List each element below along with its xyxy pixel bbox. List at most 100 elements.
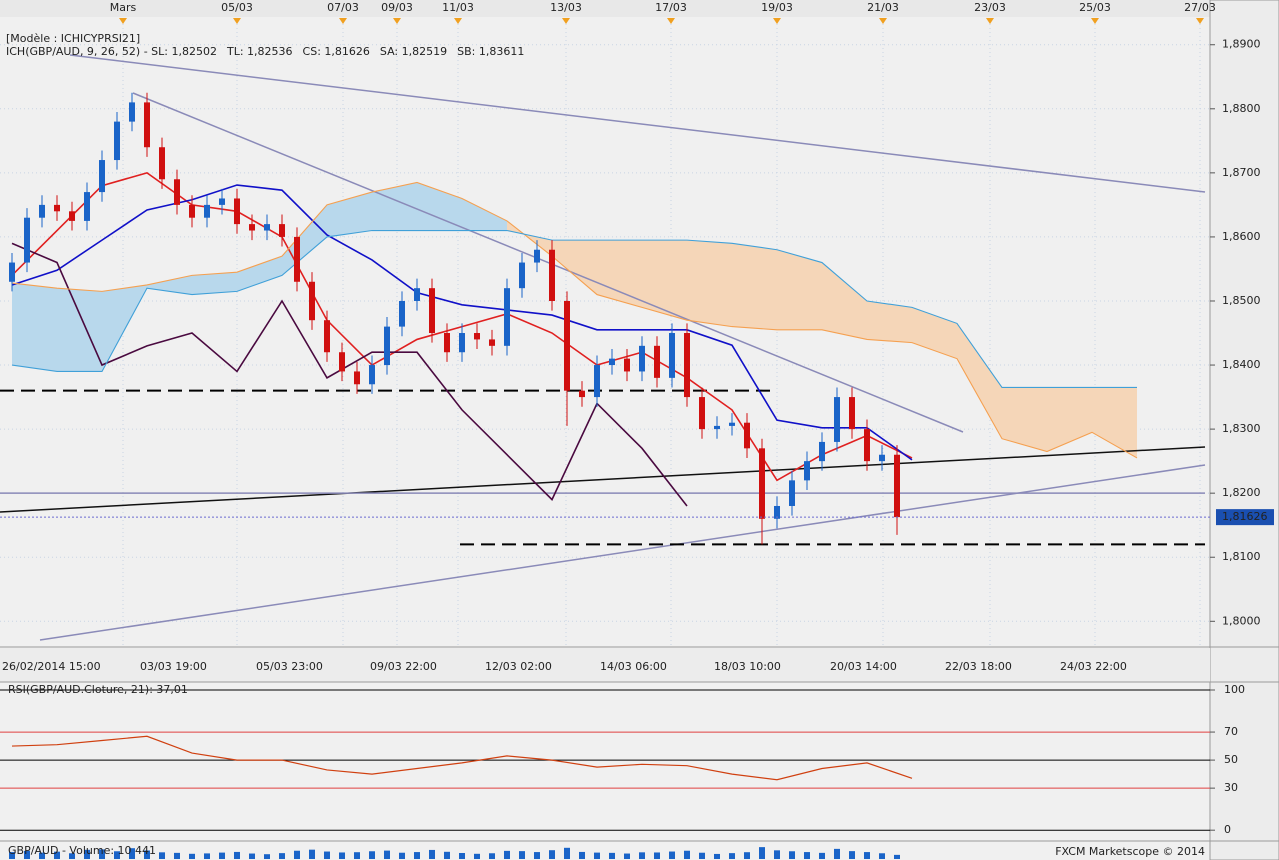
candle-body — [9, 262, 15, 282]
date-marker — [773, 18, 781, 24]
date-marker — [562, 18, 570, 24]
candle-body — [24, 217, 30, 263]
candle-body — [54, 204, 60, 212]
candle-body — [879, 454, 885, 462]
x-tick-label: 26/02/2014 15:00 — [2, 660, 101, 673]
candle-body — [549, 249, 555, 301]
volume-bar — [669, 851, 675, 859]
date-label: 27/03 — [1184, 1, 1216, 14]
candle-body — [684, 333, 690, 398]
volume-bar — [684, 850, 690, 859]
candle-body — [309, 281, 315, 321]
candle-body — [174, 179, 180, 205]
candle-body — [819, 441, 825, 462]
footer: FXCM Marketscope © 2014 — [1055, 845, 1205, 858]
rsi-line — [11, 735, 913, 781]
date-label: 25/03 — [1079, 1, 1111, 14]
trend-line — [39, 464, 1206, 641]
volume-bar — [789, 851, 795, 859]
date-label: 07/03 — [327, 1, 359, 14]
volume-bar — [549, 850, 555, 859]
last-price-label: 1,81626 — [1222, 510, 1268, 523]
candle-body — [654, 345, 660, 378]
date-marker — [667, 18, 675, 24]
candle-body — [249, 224, 255, 231]
x-tick-label: 12/03 02:00 — [485, 660, 552, 673]
y-tick-label: 1,8100 — [1222, 550, 1261, 563]
candle-body — [324, 320, 330, 353]
volume-bar — [174, 852, 180, 859]
candle-body — [789, 480, 795, 506]
candle-body — [864, 429, 870, 462]
candle-body — [369, 365, 375, 385]
trend-line — [69, 54, 1206, 193]
candle-body — [279, 224, 285, 237]
legend-item: ICH(GBP/AUD, 9, 26, 52) - SL: 1,82502 — [6, 45, 217, 58]
volume-bar — [819, 852, 825, 859]
y-tick-label: 30 — [1224, 781, 1238, 794]
candle-body — [564, 300, 570, 391]
candle-body — [339, 352, 345, 372]
trend-line — [0, 446, 1206, 513]
candle-body — [474, 333, 480, 340]
candle-body — [189, 204, 195, 218]
volume-bar — [564, 847, 570, 859]
cloud — [597, 240, 642, 308]
date-marker — [454, 18, 462, 24]
volume-bar — [639, 852, 645, 859]
cloud — [1092, 387, 1137, 458]
volume-bar — [309, 849, 315, 859]
indicator-line — [11, 229, 1137, 389]
candle-body — [579, 390, 585, 398]
cloud — [192, 272, 237, 295]
cloud — [732, 243, 777, 330]
volume-bar — [624, 853, 630, 859]
cloud — [957, 323, 1002, 439]
date-marker — [986, 18, 994, 24]
y-tick-label: 1,8500 — [1222, 294, 1261, 307]
candle-body — [264, 224, 270, 231]
date-label: 11/03 — [442, 1, 474, 14]
y-tick-label: 70 — [1224, 725, 1238, 738]
candle-body — [99, 160, 105, 193]
date-marker — [339, 18, 347, 24]
volume-bar — [834, 848, 840, 859]
volume-bar — [9, 852, 15, 859]
volume-bar — [774, 850, 780, 859]
volume-bar — [699, 852, 705, 859]
cloud — [12, 283, 57, 372]
volume-bar — [264, 854, 270, 859]
volume-bar — [69, 853, 75, 859]
candle-body — [519, 262, 525, 289]
cloud — [552, 240, 597, 295]
volume-bar — [294, 850, 300, 859]
volume-bar — [579, 851, 585, 859]
date-label: 19/03 — [761, 1, 793, 14]
date-marker — [119, 18, 127, 24]
x-tick-label: 22/03 18:00 — [945, 660, 1012, 673]
cloud — [57, 288, 102, 372]
volume-bar — [864, 852, 870, 859]
date-marker — [233, 18, 241, 24]
candle-body — [384, 326, 390, 366]
volume-bar — [474, 853, 480, 859]
legend-item: SA: 1,82519 — [380, 45, 447, 58]
y-tick-label: 50 — [1224, 753, 1238, 766]
cloud — [642, 240, 687, 321]
candle-body — [144, 102, 150, 148]
volume-bar — [324, 851, 330, 859]
candle-body — [354, 371, 360, 385]
volume-bar — [219, 852, 225, 859]
candle-body — [699, 397, 705, 430]
volume-bar — [879, 853, 885, 859]
volume-bar — [354, 852, 360, 859]
volume-bar — [759, 847, 765, 859]
cloud — [237, 256, 282, 292]
candle-body — [84, 192, 90, 221]
panel-title: GBP/AUD - Volume: 10 441 — [8, 844, 156, 857]
date-marker — [1196, 18, 1204, 24]
volume-bar — [489, 853, 495, 859]
date-strip — [0, 0, 1210, 17]
indicator-line — [11, 242, 688, 507]
